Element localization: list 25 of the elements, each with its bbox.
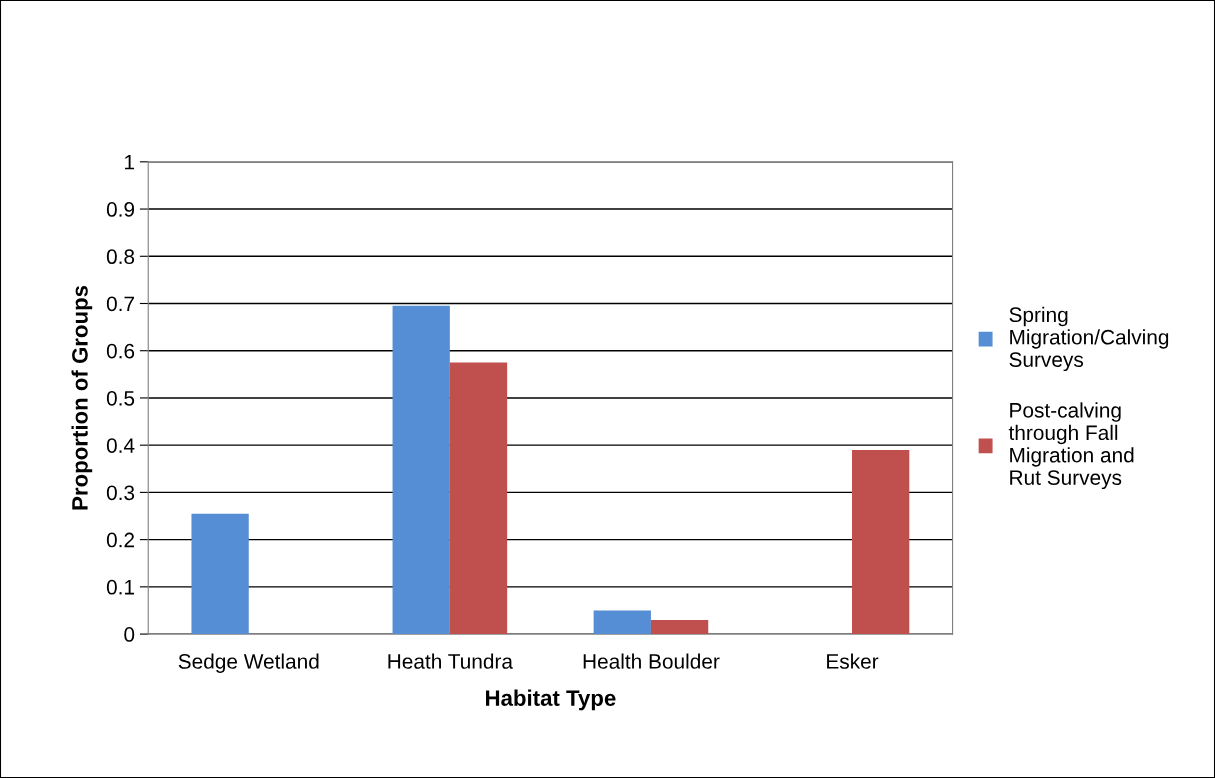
bar [449,362,508,635]
y-tick-label: 0.6 [106,343,135,359]
bar [191,513,249,635]
y-tick-label: 0.3 [106,485,135,501]
x-axis-title: Habitat Type [486,689,616,711]
y-tick-label: 1 [125,155,135,170]
legend-label: Post-calving through Fall Migration and Rut Surveys [1008,402,1134,490]
bar [392,305,450,635]
y-tick-label: 0 [124,627,135,642]
y-tick-label: 0.2 [106,532,134,548]
y-tick-label: 0.4 [106,438,135,453]
y-tick-label: 0.5 [106,390,135,406]
bar [593,610,651,635]
bar [852,449,910,635]
x-tick-label: Heath Tundra [388,653,513,669]
x-tick-label: Esker [827,653,879,669]
x-tick-label: Sedge Wetland [178,653,319,673]
y-tick-label: 0.9 [106,202,135,217]
y-tick-label: 0.7 [106,296,134,312]
y-tick-label: 0.8 [106,249,135,265]
y-axis-title: Proportion of Groups [71,285,93,510]
legend-label: Spring Migration/Calving Surveys [1009,306,1169,372]
y-tick-label: 0.1 [106,579,135,595]
bar [650,619,709,635]
x-tick-label: Health Boulder [583,653,720,669]
